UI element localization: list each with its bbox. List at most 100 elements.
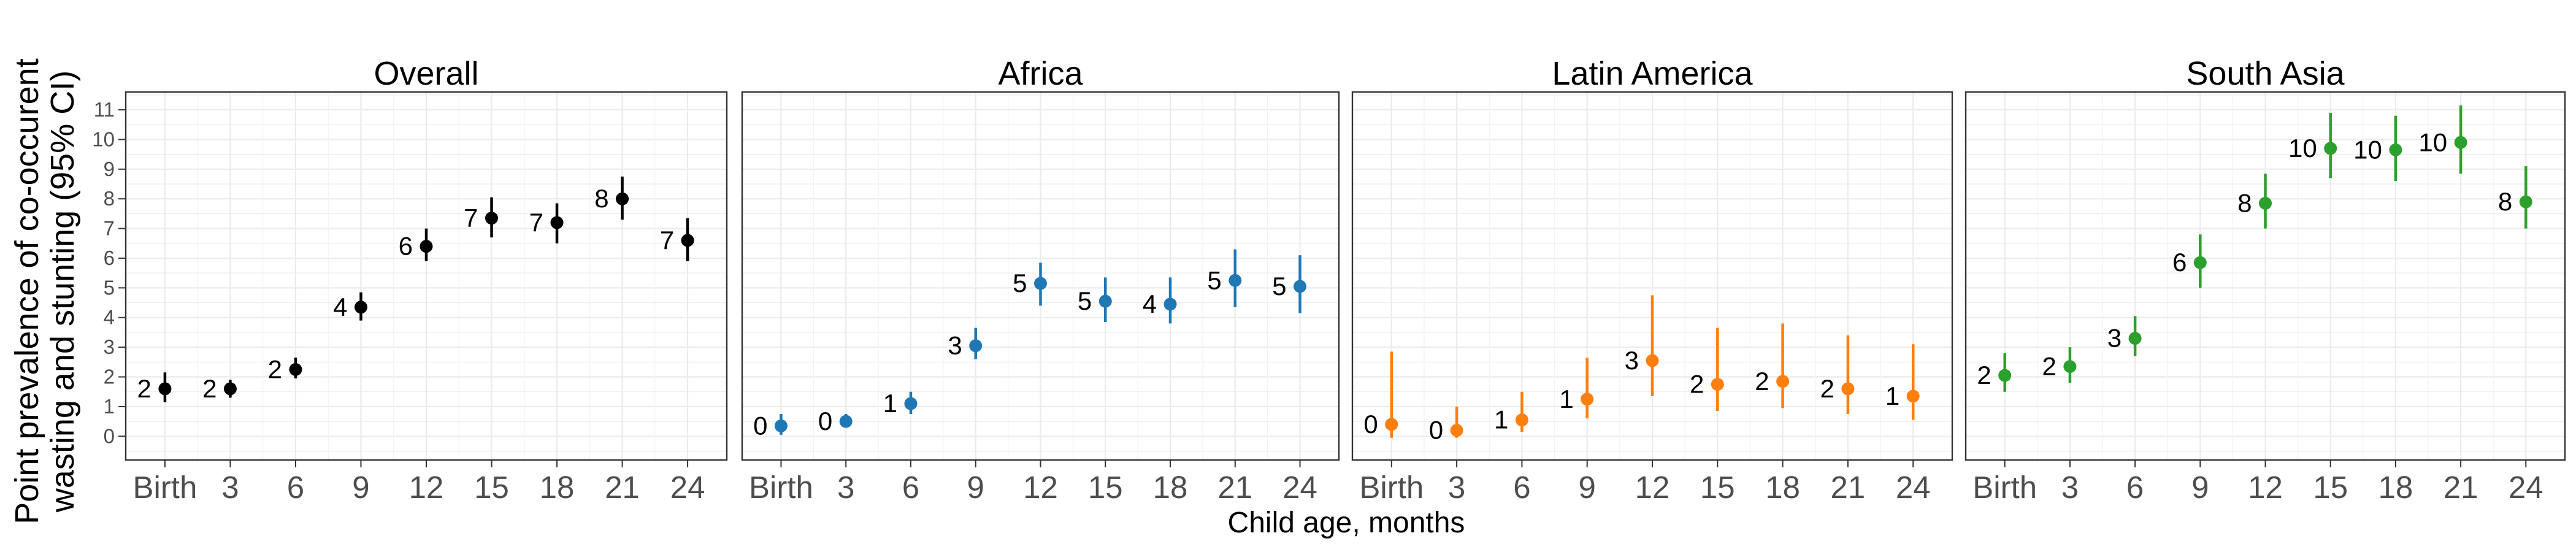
- x-tick-label: 24: [2509, 470, 2543, 505]
- data-label: 1: [1494, 405, 1508, 434]
- x-tick-label: 21: [1831, 470, 1866, 505]
- data-point: [1294, 280, 1307, 293]
- data-point: [1998, 369, 2012, 382]
- data-label: 3: [948, 331, 962, 360]
- data-label: 2: [1977, 361, 1991, 389]
- x-tick-label: 18: [540, 470, 575, 505]
- data-point: [2324, 142, 2337, 155]
- x-tick-label: 9: [967, 470, 984, 505]
- data-label: 2: [202, 374, 217, 403]
- x-tick-label: 24: [1896, 470, 1931, 505]
- y-tick-label: 10: [92, 128, 115, 150]
- x-tick-label: 12: [1635, 470, 1670, 505]
- data-label: 7: [660, 226, 674, 255]
- axis-titles: Child age, months Point prevalence of co…: [9, 58, 1465, 539]
- x-tick-label: 9: [1579, 470, 1596, 505]
- data-point: [681, 234, 694, 247]
- data-point: [158, 382, 172, 396]
- data-point: [2389, 143, 2402, 156]
- x-tick-label: 3: [221, 470, 239, 505]
- y-tick-label: 9: [104, 158, 115, 180]
- x-tick-label: 6: [1513, 470, 1530, 505]
- data-label: 3: [2107, 324, 2122, 353]
- data-label: 6: [2172, 248, 2187, 277]
- data-label: 7: [529, 208, 543, 237]
- x-tick-label: 3: [837, 470, 854, 505]
- data-point: [969, 339, 983, 353]
- y-axis: 0 1 2 3 4 5 6 7 8 9 10 11: [92, 98, 126, 447]
- facet-title: South Asia: [2186, 55, 2345, 92]
- x-tick-label: 15: [2313, 470, 2348, 505]
- x-tick-label: 18: [1765, 470, 1800, 505]
- data-label: 2: [268, 355, 282, 383]
- data-point: [839, 415, 853, 428]
- data-point: [1515, 413, 1528, 427]
- data-label: 1: [1559, 385, 1573, 413]
- x-tick-label: 21: [605, 470, 640, 505]
- data-label: 2: [1755, 367, 1769, 396]
- x-tick-label: 24: [670, 470, 705, 505]
- data-label: 1: [1885, 381, 1899, 410]
- data-point: [354, 301, 367, 314]
- data-point: [2063, 360, 2077, 374]
- x-tick-label: Birth: [749, 470, 813, 505]
- data-point: [1163, 297, 1177, 311]
- data-label: 8: [594, 184, 608, 213]
- data-point: [2519, 195, 2532, 209]
- data-label: 5: [1013, 269, 1027, 297]
- y-tick-label: 7: [104, 217, 115, 240]
- x-tick-label: 15: [1088, 470, 1123, 505]
- data-point: [2193, 256, 2207, 269]
- x-tick-label: 21: [1217, 470, 1252, 505]
- x-tick-label: Birth: [132, 470, 197, 505]
- x-tick-label: 9: [2191, 470, 2209, 505]
- data-point: [904, 397, 918, 410]
- data-point: [1776, 375, 1790, 388]
- data-label: 4: [1143, 289, 1157, 318]
- x-tick-label: 3: [1448, 470, 1465, 505]
- facet-title: Overall: [374, 55, 478, 92]
- data-label: 10: [2418, 128, 2447, 156]
- data-point: [223, 382, 237, 396]
- x-tick-label: 18: [2379, 470, 2413, 505]
- data-label: 2: [1820, 374, 1834, 403]
- data-label: 10: [2353, 135, 2382, 164]
- data-point: [774, 419, 788, 432]
- x-axis-title: Child age, months: [1228, 507, 1465, 539]
- data-label: 1: [883, 389, 897, 418]
- x-tick-label: 15: [1700, 470, 1735, 505]
- data-point: [1229, 274, 1242, 287]
- data-label: 0: [1363, 410, 1378, 439]
- data-label: 0: [1429, 416, 1443, 445]
- data-point: [1711, 378, 1724, 391]
- y-tick-label: 4: [104, 306, 115, 329]
- x-tick-label: 12: [1023, 470, 1058, 505]
- data-label: 6: [399, 232, 413, 261]
- data-label: 8: [2237, 188, 2252, 217]
- y-tick-label: 6: [104, 247, 115, 269]
- y-tick-label: 8: [104, 187, 115, 210]
- data-point: [1450, 424, 1463, 437]
- data-point: [1906, 389, 1920, 403]
- y-tick-label: 1: [104, 395, 115, 418]
- data-point: [1841, 382, 1855, 396]
- data-point: [1385, 418, 1398, 431]
- data-label: 5: [1207, 266, 1221, 294]
- y-tick-label: 3: [104, 335, 115, 358]
- facet-title: Africa: [998, 55, 1083, 92]
- x-tick-label: 6: [2126, 470, 2144, 505]
- x-tick-label: 6: [287, 470, 304, 505]
- facet-panel-1: Africa Birth 3 6 9 12 15 18 21 24 0 0 1 3 5 5 4 5 5: [741, 55, 1340, 505]
- y-axis-title-line-1: Point prevalence of co-occurent: [9, 58, 45, 524]
- x-tick-label: 15: [474, 470, 509, 505]
- x-tick-label: 24: [1282, 470, 1317, 505]
- data-point: [1098, 294, 1112, 308]
- x-tick-label: 12: [409, 470, 444, 505]
- data-point: [2259, 196, 2272, 210]
- x-tick-label: 3: [2061, 470, 2079, 505]
- data-point: [2454, 136, 2467, 149]
